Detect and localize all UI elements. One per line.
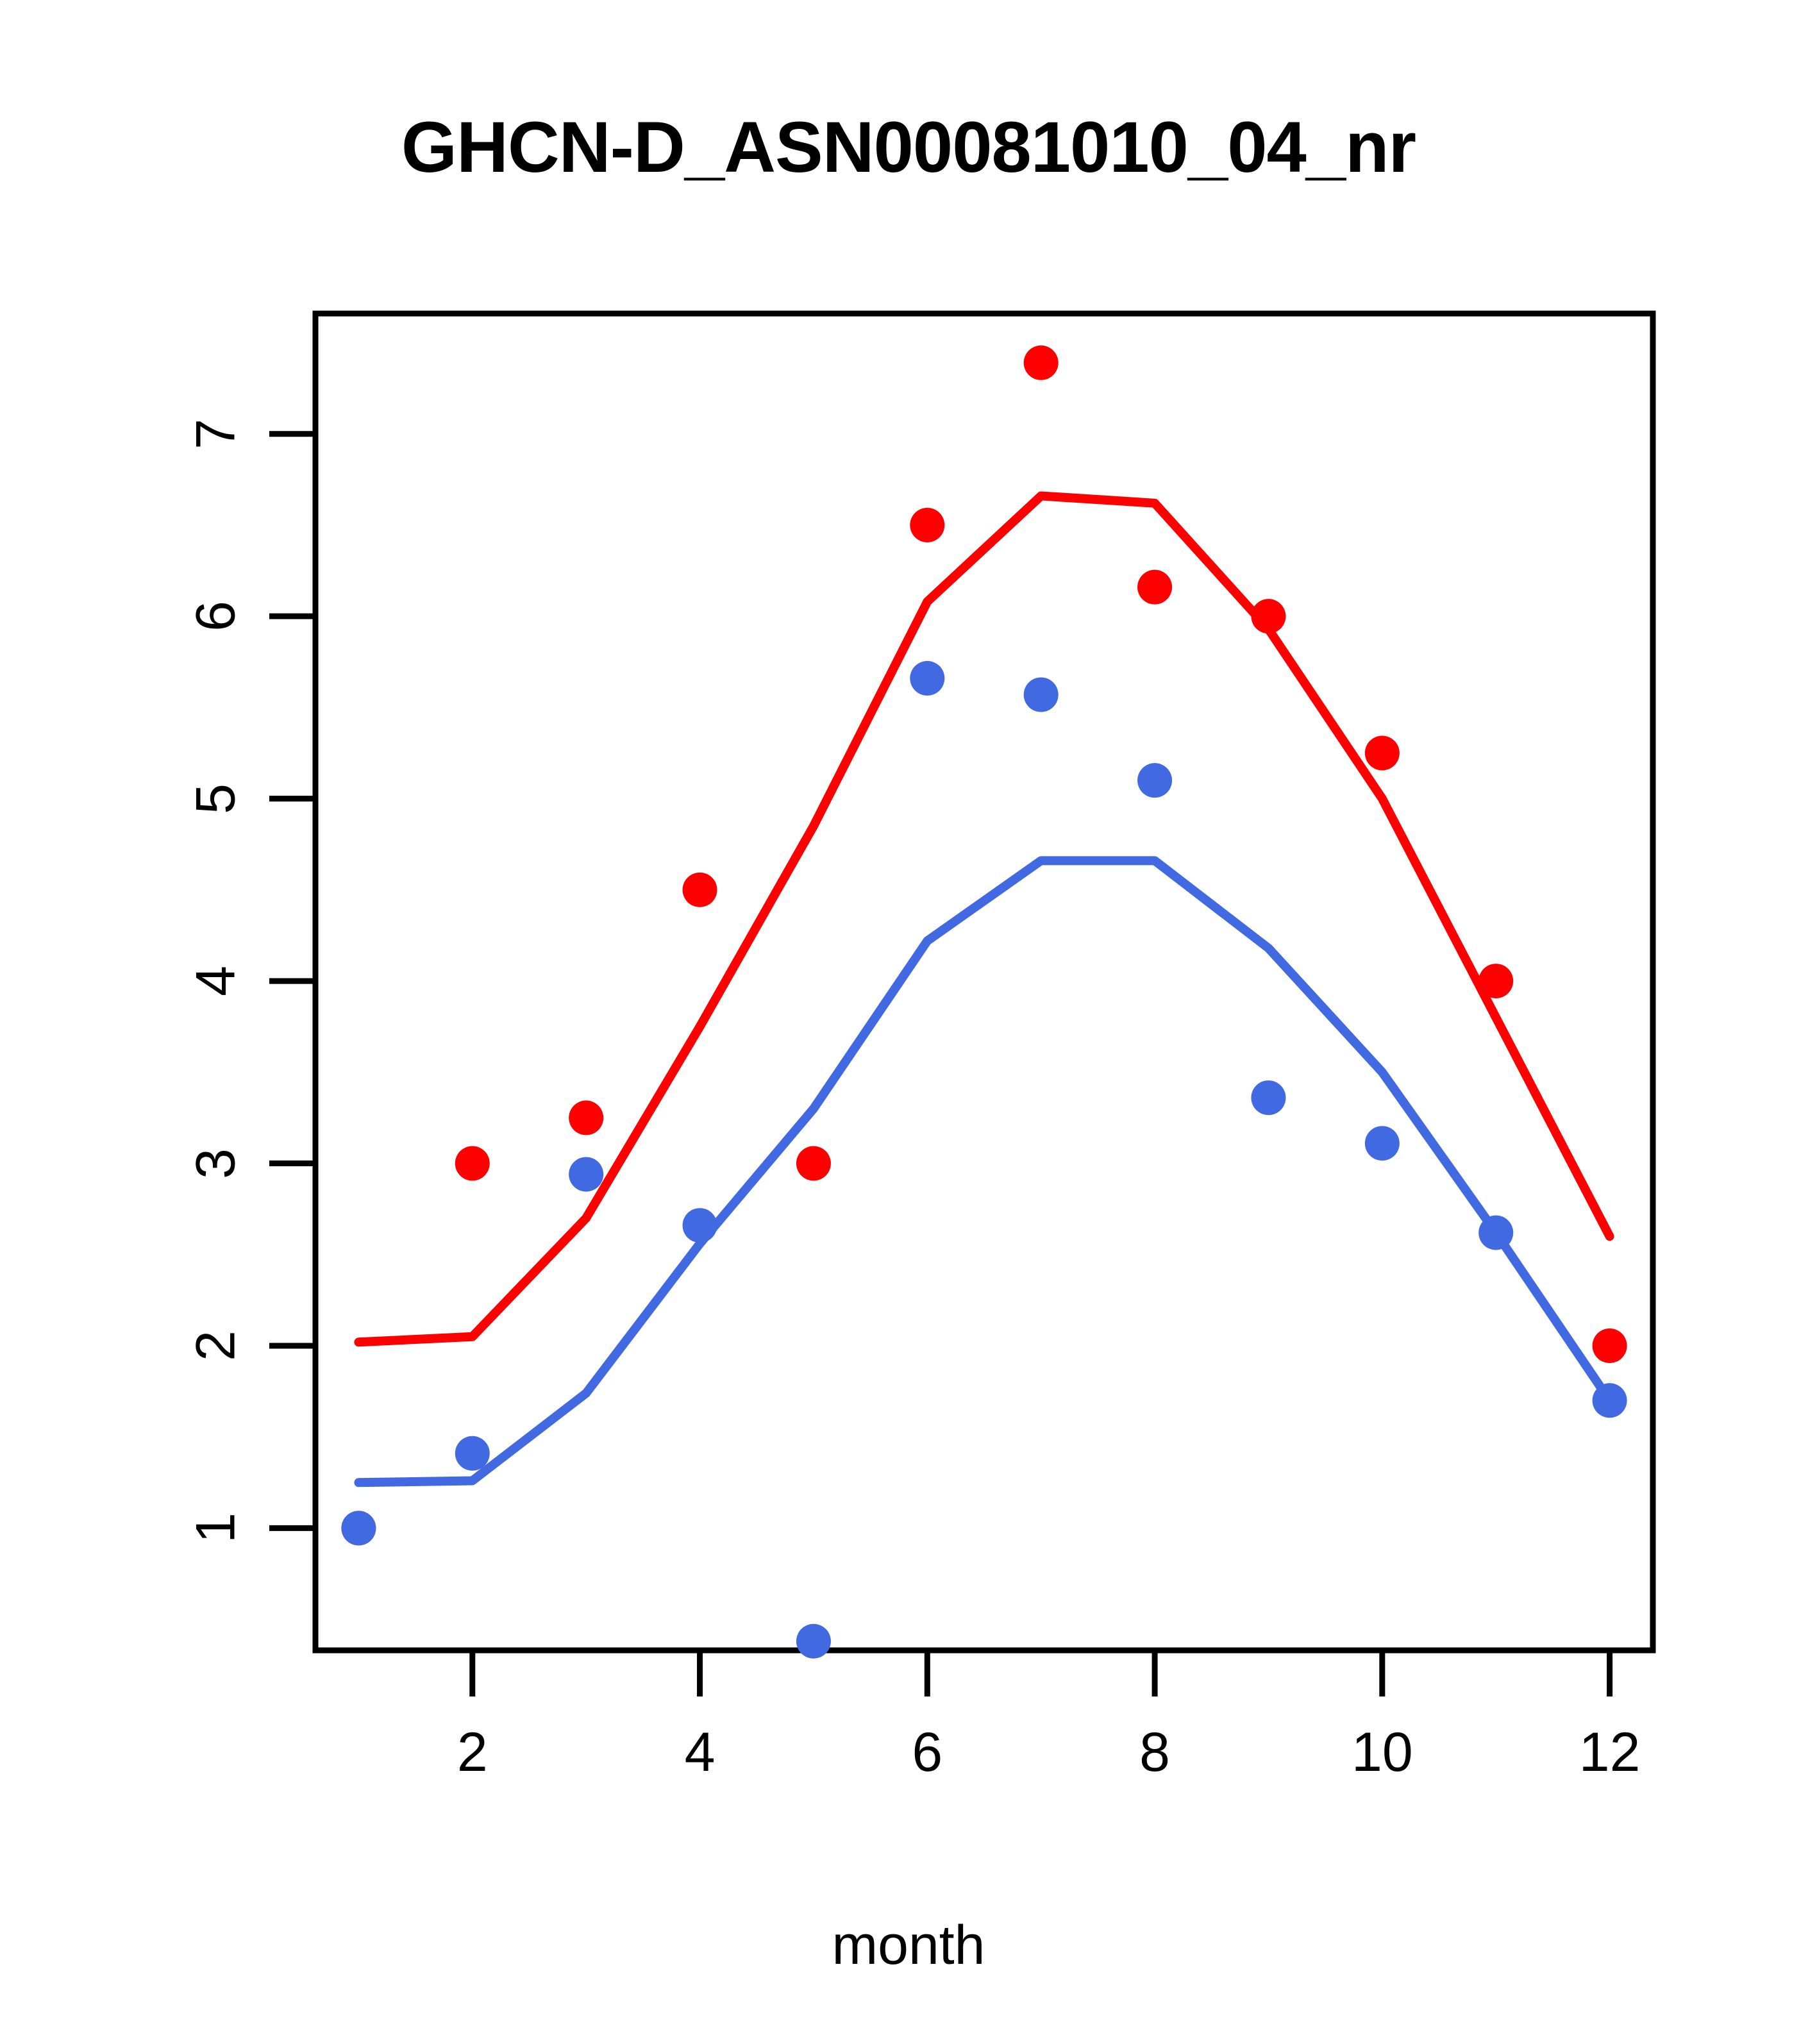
line-blue-line — [354, 856, 1614, 1487]
x-tick-label: 6 — [912, 1721, 943, 1783]
data-point — [910, 660, 945, 696]
x-tick-label: 8 — [1139, 1721, 1170, 1783]
series-lines — [354, 491, 1614, 1487]
data-point — [796, 1623, 831, 1659]
data-point — [569, 1100, 604, 1135]
y-tick-label: 5 — [185, 783, 247, 814]
page-title: GHCN-D_ASN00081010_04_nr — [401, 107, 1416, 187]
data-point — [1023, 345, 1059, 380]
data-point — [1137, 569, 1173, 605]
data-point — [455, 1146, 490, 1181]
data-point — [569, 1157, 604, 1192]
data-point — [1251, 1080, 1286, 1116]
y-tick-label: 3 — [185, 1148, 247, 1179]
x-tick-label: 2 — [456, 1721, 488, 1783]
data-point — [455, 1436, 490, 1471]
x-axis-label: month — [832, 1914, 985, 1976]
data-point — [910, 507, 945, 542]
y-tick-label: 7 — [185, 418, 247, 449]
y-tick-label: 6 — [185, 601, 247, 632]
y-tick-label: 2 — [185, 1330, 247, 1361]
data-point — [341, 1511, 376, 1546]
x-tick-label: 12 — [1578, 1721, 1641, 1783]
data-point — [1592, 1328, 1627, 1363]
series-points — [341, 345, 1627, 1659]
data-point — [796, 1146, 831, 1181]
x-tick-label: 4 — [684, 1721, 716, 1783]
data-point — [1478, 1215, 1514, 1250]
y-tick-label: 1 — [185, 1512, 247, 1544]
y-axis-ticks — [269, 431, 315, 1531]
data-point — [682, 872, 717, 907]
data-point — [1364, 735, 1400, 771]
x-tick-label: 10 — [1351, 1721, 1413, 1783]
data-point — [1251, 599, 1286, 634]
data-point — [1592, 1383, 1627, 1418]
x-axis-ticks — [469, 1650, 1613, 1696]
data-point — [682, 1208, 717, 1243]
y-tick-label: 4 — [185, 966, 247, 996]
data-point — [1023, 677, 1059, 712]
data-point — [1137, 763, 1173, 798]
data-point — [1478, 964, 1514, 999]
line-red-line — [354, 491, 1614, 1347]
data-point — [1364, 1126, 1400, 1161]
